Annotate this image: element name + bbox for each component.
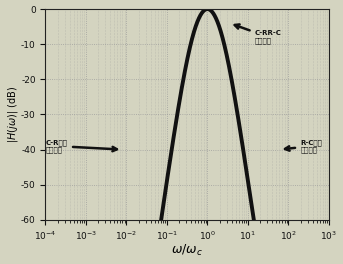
Text: C-R网络
频率特性: C-R网络 频率特性 <box>45 139 117 153</box>
X-axis label: $\omega / \omega_c$: $\omega / \omega_c$ <box>171 243 203 258</box>
Y-axis label: $|H(j\omega)|$ (dB): $|H(j\omega)|$ (dB) <box>5 86 20 143</box>
Text: C-RR-C
带通特性: C-RR-C 带通特性 <box>235 24 282 44</box>
Text: R-C网络
频率特性: R-C网络 频率特性 <box>285 139 322 153</box>
